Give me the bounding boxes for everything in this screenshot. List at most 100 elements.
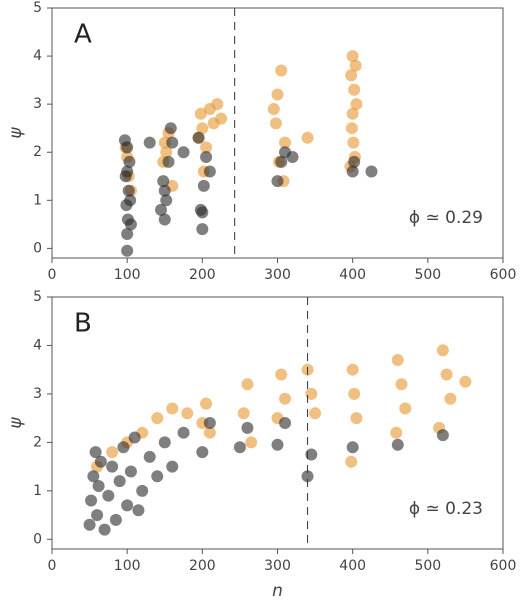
point [203,417,216,429]
point [162,155,175,168]
x-tick-label: 100 [114,267,141,283]
point [177,146,190,159]
point [233,441,246,454]
point [200,151,213,164]
y-tick-label: 1 [33,483,42,499]
x-tick-label: 0 [48,267,57,283]
point [348,83,361,96]
point [211,98,224,111]
point [177,426,190,439]
point [200,397,213,410]
point [444,392,457,405]
point [136,484,149,497]
point [301,470,314,483]
point [440,368,453,381]
point [390,426,403,439]
y-tick-label: 1 [33,192,42,208]
point [128,431,141,444]
point [106,460,119,473]
point [194,107,207,120]
point [346,441,359,454]
point [436,344,449,357]
point [160,146,173,159]
point [123,155,136,168]
y-axis-label: ψ [6,127,26,139]
x-axis-label: n [272,581,283,601]
point [151,470,164,483]
y-tick-label: 2 [33,434,42,450]
point [395,378,408,391]
y-tick-label: 3 [33,386,42,402]
point [121,244,134,257]
y-tick-label: 4 [33,48,42,64]
point [346,363,359,376]
point [245,436,258,449]
annotation: ϕ ≃ 0.29 [409,208,483,228]
point [345,122,358,135]
point [391,438,404,451]
point [346,107,359,120]
point [271,438,284,451]
point [349,59,362,72]
point [350,412,363,425]
point [241,421,254,434]
point [267,102,280,115]
panel-label: A [74,20,92,50]
x-tick-label: 300 [264,558,291,574]
point [160,194,173,207]
x-tick-label: 400 [339,558,366,574]
point [391,354,404,366]
point [109,513,122,526]
point [192,131,205,144]
point [279,417,292,429]
point [121,227,134,240]
point [91,509,104,522]
point [459,375,472,388]
point [166,136,179,149]
point [301,131,314,144]
point [106,446,119,459]
point [92,480,105,492]
point [346,50,359,63]
point [196,223,209,236]
point [124,465,137,478]
x-tick-label: 100 [114,558,141,574]
point [347,136,360,149]
point [215,112,228,125]
point [122,184,135,197]
point [87,470,100,483]
x-tick-label: 300 [264,267,291,283]
point [118,134,131,147]
y-tick-label: 0 [33,240,42,256]
point [271,88,284,101]
point [164,122,177,135]
point [279,392,292,405]
point [237,407,250,420]
point [275,64,288,77]
point [143,450,156,463]
y-tick-label: 0 [33,531,42,547]
point [200,141,213,154]
annotation: ϕ ≃ 0.23 [409,499,483,519]
point [121,499,134,512]
x-tick-label: 0 [48,558,57,574]
point [348,387,361,400]
point [365,165,378,178]
point [113,475,126,488]
point [305,448,318,461]
point [158,436,171,449]
point [157,175,170,188]
point [345,455,358,468]
x-tick-label: 500 [414,267,441,283]
point [350,98,363,111]
y-tick-label: 5 [33,0,42,16]
point [124,218,137,231]
point [269,117,282,130]
point [203,426,216,439]
point [94,455,107,468]
point [196,122,209,135]
point [197,179,210,192]
point [166,460,179,473]
point [275,368,288,381]
point [124,194,137,207]
